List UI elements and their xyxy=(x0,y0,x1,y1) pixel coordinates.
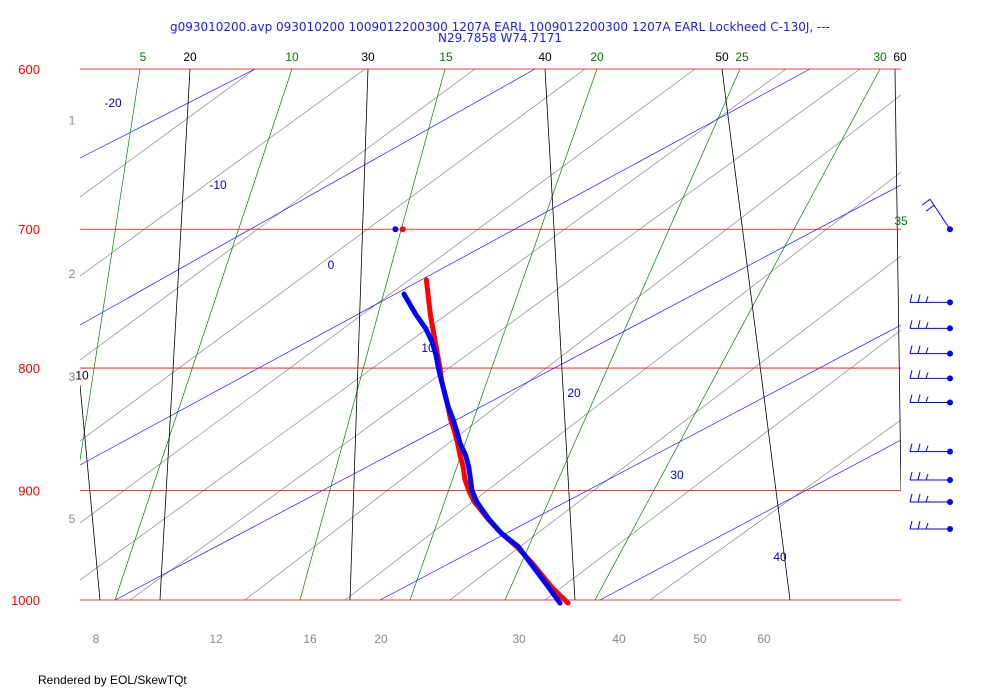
pressure-label: 800 xyxy=(18,361,40,376)
isotherm-line xyxy=(80,384,101,600)
mixing-ratio-line xyxy=(449,255,901,600)
dry-adiabat-line xyxy=(114,184,901,600)
isotherm-label: 30 xyxy=(361,50,375,64)
moist-adiabat-label: 35 xyxy=(894,214,908,228)
wind-barb xyxy=(909,394,953,406)
dry-adiabat-line xyxy=(80,69,811,466)
moist-adiabat-line xyxy=(409,69,598,600)
mixing-ratio-line xyxy=(244,94,901,600)
isotherm-label: 50 xyxy=(715,50,729,64)
pressure-label: 700 xyxy=(18,222,40,237)
moist-adiabat-label: 25 xyxy=(735,50,749,64)
dry-adiabat-label: 30 xyxy=(670,468,684,482)
wind-barb xyxy=(909,443,953,455)
isotherm-line xyxy=(544,69,576,600)
pressure-label: 900 xyxy=(18,483,40,498)
mixing-ratio-line xyxy=(80,69,696,524)
height-label: 5 xyxy=(69,512,76,526)
wind-barb xyxy=(909,345,953,357)
moist-adiabat-label: 10 xyxy=(285,50,299,64)
mixing-ratio-label: 20 xyxy=(374,632,388,646)
isotherm-label: 20 xyxy=(183,50,197,64)
isotherm-label: 60 xyxy=(893,50,907,64)
moist-adiabat-label: 15 xyxy=(439,50,453,64)
moist-adiabat-label: 20 xyxy=(590,50,604,64)
dry-adiabat-label: -20 xyxy=(104,96,122,110)
mixing-ratio-line xyxy=(129,69,861,600)
isotherm-label: 10 xyxy=(75,369,89,383)
wind-barb xyxy=(921,198,953,233)
wind-barb xyxy=(909,294,953,306)
mixing-ratio-line xyxy=(80,69,586,442)
wind-barb xyxy=(909,520,953,533)
pressure-label: 1000 xyxy=(11,593,40,608)
isotherm-line xyxy=(159,69,191,600)
dry-adiabat-label: 40 xyxy=(773,550,787,564)
temperature-profile xyxy=(423,277,571,606)
mixing-ratio-line xyxy=(544,329,901,600)
dry-adiabat-line xyxy=(599,439,901,600)
moist-adiabat-line xyxy=(299,69,446,600)
mixing-ratio-label: 30 xyxy=(512,632,526,646)
chart-subtitle: N29.7858 W74.7171 xyxy=(438,31,562,45)
isotherm-line xyxy=(894,69,901,491)
height-label: 1 xyxy=(69,114,76,128)
wind-barbs xyxy=(909,198,953,533)
dewpoint-profile xyxy=(401,291,563,606)
isotherm-label: 40 xyxy=(538,50,552,64)
mixing-ratio-label: 60 xyxy=(757,632,771,646)
sounding-point xyxy=(392,226,399,233)
moist-adiabat-line xyxy=(594,69,881,600)
background-lines xyxy=(80,69,901,600)
mixing-ratio-line xyxy=(649,419,901,600)
mixing-ratio-label: 12 xyxy=(209,632,223,646)
moist-adiabat-line xyxy=(80,69,141,461)
moist-adiabat-line xyxy=(504,69,741,600)
dry-adiabat-label: 20 xyxy=(567,386,581,400)
sounding-point xyxy=(399,226,406,233)
dry-adiabat-line xyxy=(80,69,256,159)
mixing-ratio-label: 8 xyxy=(93,632,100,646)
isobar-lines xyxy=(80,68,901,601)
dry-adiabat-label: -10 xyxy=(209,178,227,192)
mixing-ratio-label: 16 xyxy=(303,632,317,646)
mixing-ratio-line xyxy=(344,171,901,600)
moist-adiabat-label: 5 xyxy=(140,50,147,64)
height-label: 2 xyxy=(69,267,76,281)
dry-adiabat-line xyxy=(80,69,536,326)
sounding-profiles xyxy=(392,226,571,606)
mixing-ratio-label: 40 xyxy=(612,632,626,646)
mixing-ratio-line xyxy=(80,69,366,277)
isotherm-line xyxy=(349,69,369,600)
rendered-by-label: Rendered by EOL/SkewTQt xyxy=(38,673,187,687)
pressure-label: 600 xyxy=(18,62,40,77)
height-label: 3 xyxy=(69,370,76,384)
dry-adiabat-label: 10 xyxy=(421,341,435,355)
mixing-ratio-label: 50 xyxy=(693,632,707,646)
dry-adiabat-line xyxy=(379,324,901,600)
wind-barb xyxy=(909,320,953,332)
wind-barb xyxy=(909,370,953,382)
isotherm-line xyxy=(721,69,791,600)
dry-adiabat-label: 0 xyxy=(328,258,335,272)
wind-barb xyxy=(909,471,953,484)
mixing-ratio-line xyxy=(80,69,256,198)
mixing-ratio-line xyxy=(80,69,476,361)
moist-adiabat-label: 30 xyxy=(873,50,887,64)
chart-title: g093010200.avp 093010200 1009012200300 1… xyxy=(169,20,830,34)
moist-adiabat-line xyxy=(114,69,293,600)
wind-barb xyxy=(909,493,953,505)
